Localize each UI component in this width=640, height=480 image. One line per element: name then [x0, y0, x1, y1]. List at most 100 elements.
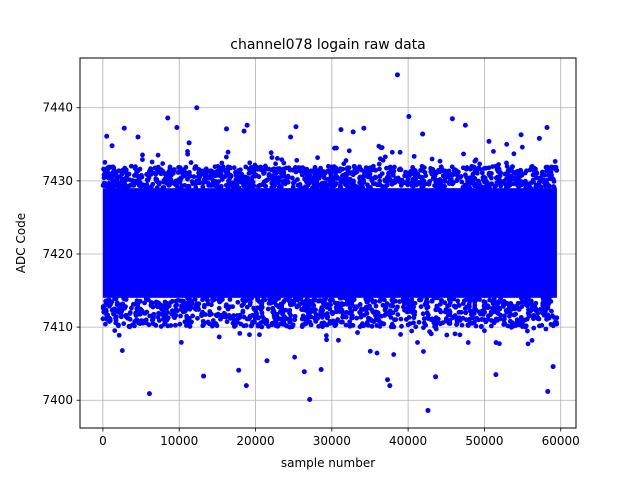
sample-point: [250, 312, 256, 318]
outlier-point: [301, 369, 307, 375]
sample-point: [454, 322, 459, 327]
sample-point: [442, 300, 448, 306]
sample-point: [461, 151, 466, 157]
sample-point: [328, 171, 334, 177]
sample-point: [153, 177, 159, 182]
sample-point: [218, 298, 224, 303]
sample-point: [412, 167, 418, 173]
sample-point: [357, 309, 363, 315]
sample-point: [129, 305, 134, 311]
sample-point: [274, 156, 280, 161]
sample-point: [193, 304, 199, 310]
sample-point: [269, 180, 275, 186]
sample-point: [130, 322, 135, 328]
sample-point: [180, 305, 186, 310]
sample-point: [207, 309, 213, 314]
sample-point: [150, 317, 156, 323]
sample-point: [437, 185, 442, 191]
sample-point: [145, 178, 151, 183]
sample-point: [269, 155, 275, 160]
outlier-point: [174, 124, 180, 130]
sample-point: [158, 324, 164, 329]
sample-point: [528, 180, 534, 186]
sample-point: [128, 182, 134, 188]
sample-point: [344, 182, 349, 188]
sample-point: [223, 314, 229, 320]
sample-point: [550, 313, 555, 319]
sample-point: [185, 304, 190, 310]
sample-point: [411, 315, 417, 321]
outlier-point: [544, 124, 550, 130]
sample-point: [393, 176, 399, 182]
sample-point: [387, 308, 393, 314]
sample-point: [151, 311, 157, 317]
sample-point: [140, 152, 145, 158]
sample-point: [122, 304, 128, 310]
sample-point: [337, 184, 343, 190]
sample-point: [142, 300, 147, 306]
sample-point: [156, 310, 161, 316]
sample-point: [377, 174, 383, 179]
sample-point: [133, 178, 139, 184]
sample-point: [451, 303, 457, 309]
sample-point: [477, 166, 483, 172]
sample-point: [386, 170, 392, 176]
sample-point: [415, 340, 420, 345]
sample-point: [503, 184, 509, 190]
sample-point: [255, 296, 260, 301]
sample-point: [342, 171, 348, 177]
sample-point: [383, 305, 389, 311]
sample-point: [449, 171, 455, 177]
sample-point: [322, 298, 327, 304]
sample-point: [511, 181, 517, 187]
sample-point: [501, 304, 506, 309]
sample-point: [432, 319, 438, 324]
sample-point: [275, 323, 281, 329]
sample-point: [178, 298, 184, 304]
sample-point: [431, 295, 437, 301]
sample-point: [502, 313, 507, 319]
sample-point: [239, 303, 245, 309]
sample-point: [543, 326, 549, 332]
sample-point: [100, 183, 106, 188]
sample-point: [119, 308, 125, 314]
sample-point: [364, 306, 370, 312]
sample-point: [171, 167, 177, 172]
sample-point: [121, 321, 127, 327]
sample-point: [346, 297, 352, 303]
sample-point: [112, 328, 118, 333]
sample-point: [460, 165, 466, 171]
sample-point: [491, 305, 497, 311]
sample-point: [523, 323, 529, 329]
sample-point: [409, 328, 415, 334]
y-tick-label: 7400: [42, 393, 73, 407]
sample-point: [398, 316, 404, 322]
sample-point: [340, 314, 346, 320]
sample-point: [447, 178, 453, 184]
outlier-point: [394, 72, 400, 78]
outlier-point: [194, 105, 200, 111]
sample-point: [385, 174, 390, 180]
sample-point: [343, 314, 349, 320]
chart-title: channel078 logain raw data: [230, 37, 425, 53]
sample-point: [473, 157, 479, 163]
y-axis-label: ADC Code: [14, 213, 28, 273]
sample-point: [186, 184, 192, 190]
sample-point: [517, 181, 523, 187]
sample-point: [421, 320, 427, 326]
sample-point: [318, 172, 324, 178]
sample-point: [408, 181, 414, 187]
sample-point: [364, 296, 369, 301]
sample-point: [243, 174, 249, 180]
sample-point: [269, 176, 275, 182]
sample-point: [443, 318, 449, 324]
sample-point: [340, 166, 345, 172]
sample-point: [192, 166, 198, 172]
sample-point: [423, 181, 428, 187]
outlier-point: [449, 116, 455, 122]
sample-point: [123, 312, 129, 318]
sample-point: [534, 170, 540, 176]
sample-point: [254, 164, 260, 170]
sample-point: [494, 180, 500, 185]
sample-point: [305, 318, 310, 323]
